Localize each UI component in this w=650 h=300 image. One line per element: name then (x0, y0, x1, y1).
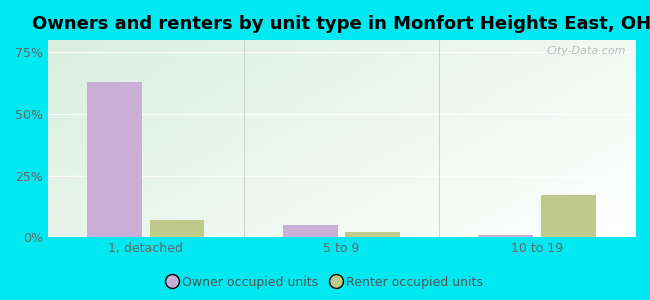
Bar (283, 225, 337, 237)
Bar (541, 195, 596, 237)
Bar (150, 220, 205, 237)
Legend: Owner occupied units, Renter occupied units: Owner occupied units, Renter occupied un… (162, 271, 488, 294)
Text: City-Data.com: City-Data.com (547, 46, 626, 56)
Bar (87, 82, 142, 237)
Bar (478, 235, 533, 237)
Title: Owners and renters by unit type in Monfort Heights East, OH: Owners and renters by unit type in Monfo… (32, 15, 650, 33)
Bar (345, 232, 400, 237)
